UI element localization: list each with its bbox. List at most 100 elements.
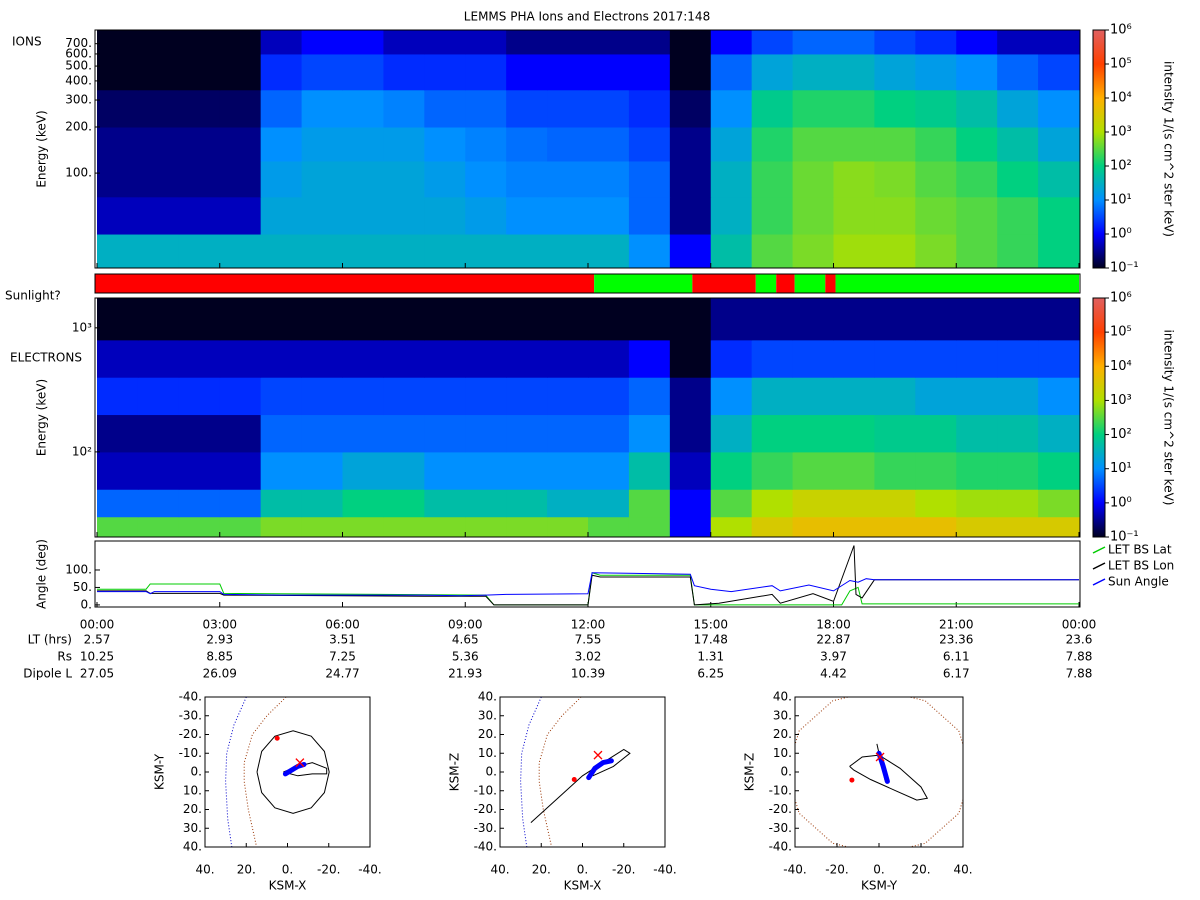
cell	[956, 377, 998, 416]
y-tick-label: 40.	[478, 690, 497, 704]
cell	[710, 451, 753, 490]
x-tick-label: -40.	[653, 863, 676, 877]
cell	[628, 89, 671, 128]
y-tick-label: 0.	[81, 597, 92, 611]
spectrogram	[97, 30, 1080, 269]
cell	[301, 126, 343, 162]
cell	[997, 377, 1039, 416]
x-tick-label: 18:00	[816, 618, 851, 632]
cell	[833, 30, 875, 55]
cell	[97, 126, 139, 162]
cell	[301, 89, 343, 128]
cell	[874, 196, 916, 235]
cell	[383, 339, 425, 378]
cell	[669, 516, 712, 538]
sunlight-segment	[692, 274, 756, 293]
cell	[219, 377, 262, 416]
x-tick-label: 0.	[873, 863, 884, 877]
x-tick-label: 12:00	[571, 618, 606, 632]
cell	[383, 377, 425, 416]
cell	[465, 298, 507, 341]
y-axis-label: KSM-Y	[153, 753, 167, 790]
cell	[669, 298, 712, 341]
cell	[915, 451, 957, 490]
cell	[751, 234, 794, 269]
cell	[915, 30, 957, 55]
legend-label: LET BS Lat	[1108, 543, 1172, 557]
cell	[137, 489, 180, 518]
x-tick-label: -20.	[612, 863, 635, 877]
y-tick-label: -10.	[769, 783, 792, 797]
colorbar-tick-label: 10³	[1110, 393, 1132, 408]
y-tick-label: 20.	[773, 727, 792, 741]
cell	[137, 414, 180, 453]
cell	[547, 89, 589, 128]
cell	[424, 516, 466, 538]
cell	[792, 516, 834, 538]
panel-label: Sunlight?	[5, 289, 61, 303]
cell	[751, 451, 794, 490]
colorbar-tick-label: 10⁰	[1110, 227, 1132, 242]
plot-frame	[499, 696, 666, 848]
cell	[383, 196, 425, 235]
cell	[997, 196, 1039, 235]
figure-title: LEMMS PHA Ions and Electrons 2017:148	[464, 10, 710, 24]
cell	[178, 451, 221, 490]
cell	[833, 298, 875, 341]
cell	[588, 53, 630, 91]
cell	[97, 196, 139, 235]
x-tick-label: 15:00	[693, 618, 728, 632]
cell	[751, 516, 794, 538]
cell	[833, 89, 875, 128]
cell	[465, 489, 507, 518]
cell	[874, 160, 916, 198]
cell	[956, 298, 998, 341]
cell	[588, 234, 630, 269]
cell	[178, 160, 221, 198]
cell	[260, 516, 303, 538]
cell	[833, 234, 875, 269]
cell	[833, 126, 875, 162]
cell	[997, 30, 1039, 55]
cell	[669, 339, 712, 378]
cell	[833, 339, 875, 378]
cell	[833, 160, 875, 198]
cell	[997, 298, 1039, 341]
y-tick-label: -20.	[769, 802, 792, 816]
cell	[342, 126, 384, 162]
cell	[956, 30, 998, 55]
plot-frame	[94, 273, 1081, 294]
y-axis-label: Energy (keV)	[35, 110, 49, 187]
cell	[997, 339, 1039, 378]
colorbar-tick-label: 10⁻¹	[1110, 530, 1139, 545]
y-axis-label: Energy (keV)	[35, 379, 49, 456]
cell	[915, 339, 957, 378]
cell	[506, 451, 548, 490]
cell	[97, 89, 139, 128]
y-tick-label: 400.	[65, 73, 92, 87]
cell	[751, 414, 794, 453]
cell	[383, 451, 425, 490]
ephemeris-row-label: Dipole L	[23, 667, 72, 681]
cell	[710, 234, 753, 269]
cell	[260, 298, 303, 341]
ephemeris-value: 1.31	[697, 650, 724, 664]
cell	[465, 234, 507, 269]
cell	[301, 30, 343, 55]
cell	[424, 339, 466, 378]
cell	[219, 30, 262, 55]
cell	[97, 489, 139, 518]
x-tick-label: 06:00	[325, 618, 360, 632]
cell	[588, 298, 630, 341]
cell	[710, 414, 753, 453]
orbit-curve	[256, 730, 330, 814]
cell	[588, 339, 630, 378]
cell	[547, 451, 589, 490]
y-tick-label: 30.	[478, 708, 497, 722]
cell	[178, 298, 221, 341]
marker-dot	[274, 735, 280, 741]
cell	[956, 126, 998, 162]
ephemeris-value: 8.85	[206, 650, 233, 664]
cell	[301, 451, 343, 490]
ephemeris-value: 7.88	[1066, 650, 1093, 664]
